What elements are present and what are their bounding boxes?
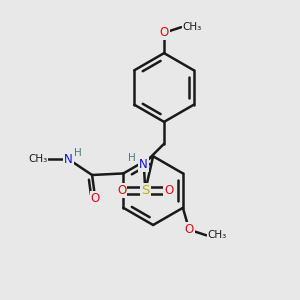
- Text: O: O: [91, 192, 100, 205]
- Text: S: S: [141, 184, 149, 197]
- Text: O: O: [184, 223, 194, 236]
- Text: H: H: [74, 148, 82, 158]
- Text: CH₃: CH₃: [207, 230, 226, 240]
- Text: H: H: [128, 153, 136, 164]
- Text: N: N: [64, 153, 73, 166]
- Text: O: O: [159, 26, 169, 39]
- Text: CH₃: CH₃: [28, 154, 47, 164]
- Text: O: O: [164, 184, 173, 197]
- Text: N: N: [140, 158, 148, 171]
- Text: O: O: [117, 184, 127, 197]
- Text: CH₃: CH₃: [182, 22, 201, 32]
